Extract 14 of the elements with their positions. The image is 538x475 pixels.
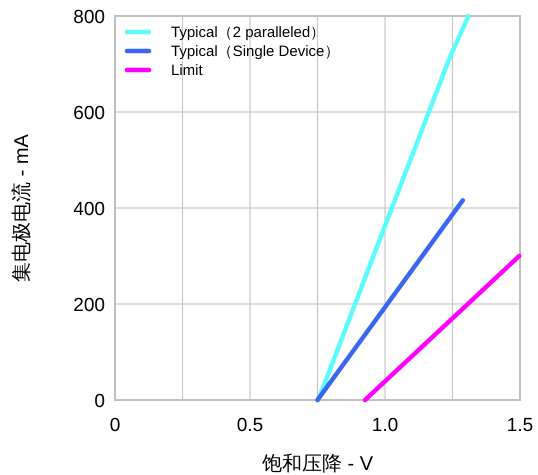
x-tick-label: 1.0 — [372, 415, 398, 436]
legend-label: Typical（Single Device） — [171, 43, 340, 60]
y-axis-title: 集电极电流 - mA — [11, 133, 33, 282]
y-tick-label: 0 — [94, 391, 105, 412]
legend-label: Typical（2 paralleled） — [171, 24, 326, 41]
x-axis-title: 饱和压降 - V — [260, 453, 374, 475]
x-tick-label: 0 — [110, 415, 120, 436]
x-tick-label: 0.5 — [236, 415, 264, 436]
legend-label: Limit — [171, 62, 204, 79]
y-tick-label: 800 — [73, 7, 105, 28]
x-tick-label: 1.5 — [506, 415, 534, 436]
y-tick-label: 600 — [73, 103, 105, 124]
y-tick-label: 200 — [73, 295, 105, 316]
y-tick-label: 400 — [73, 199, 105, 220]
